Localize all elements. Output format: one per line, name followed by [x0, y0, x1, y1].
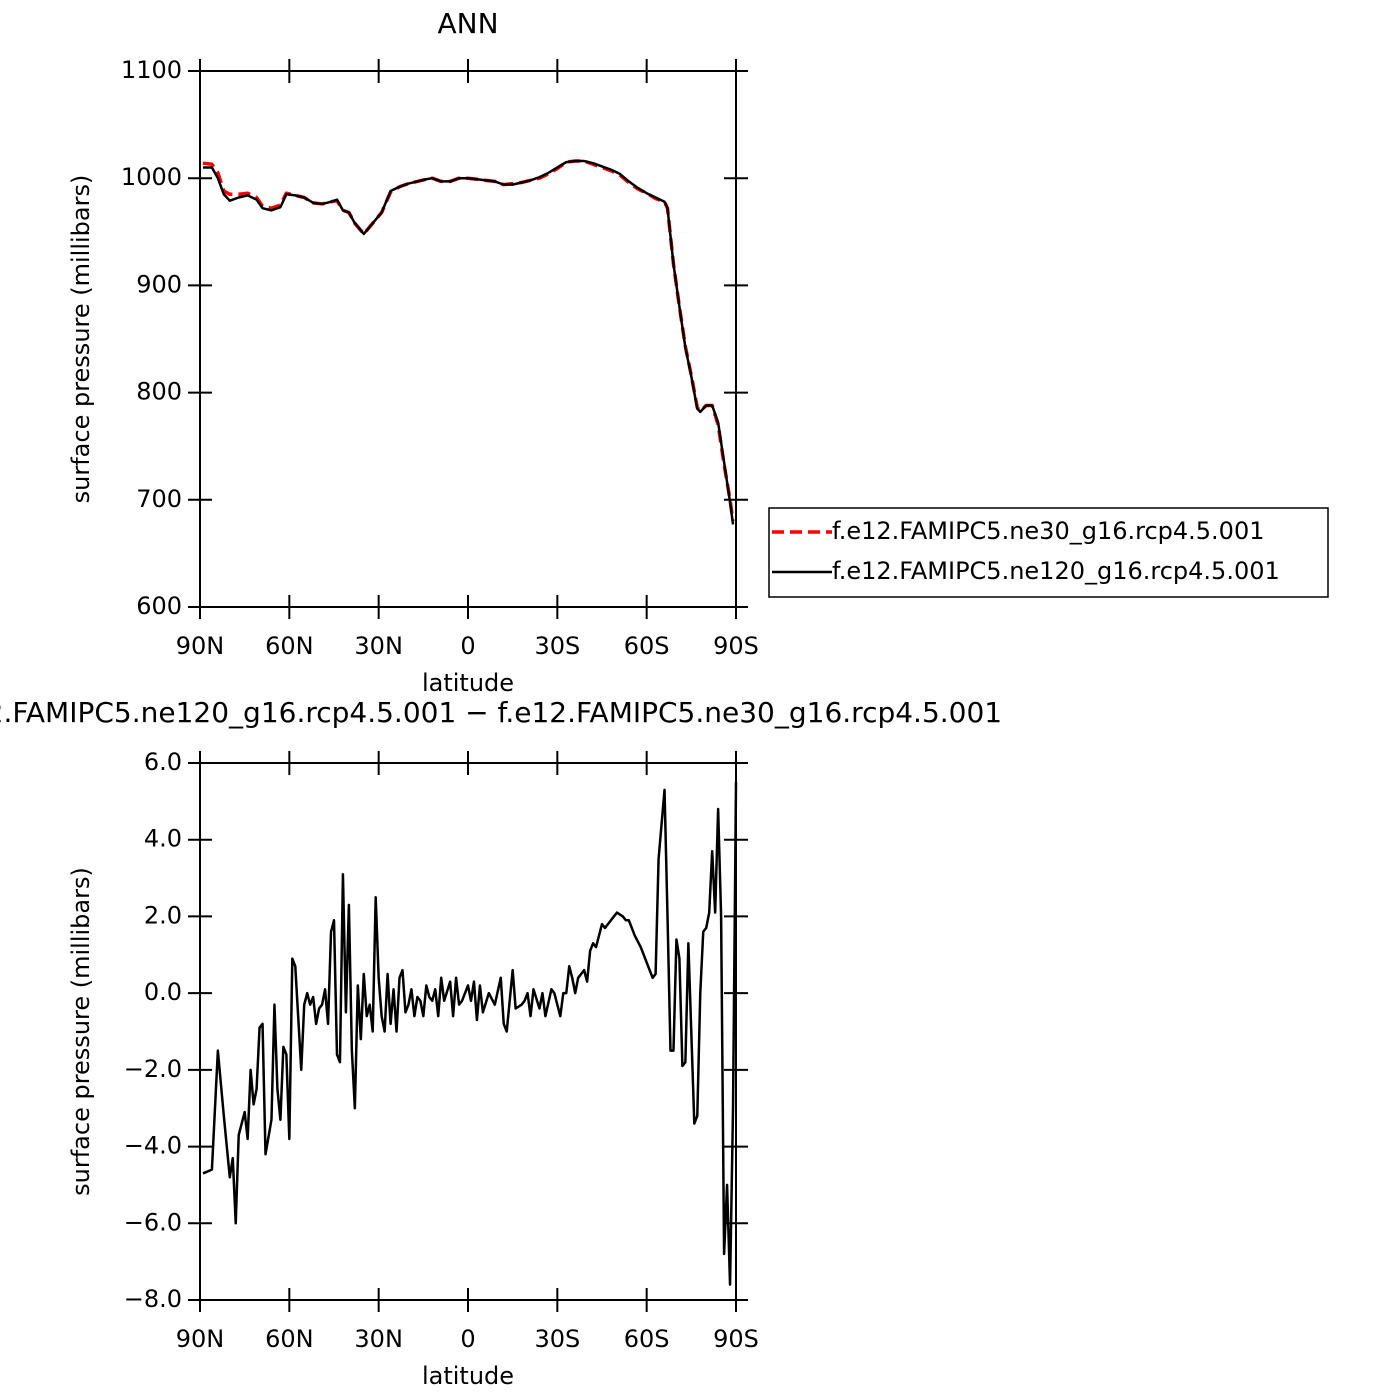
chart-title: ANN	[437, 7, 498, 40]
y-tick-label: −6.0	[124, 1208, 182, 1236]
data-line	[202, 159, 735, 525]
x-tick-label: 0	[460, 1325, 475, 1353]
y-tick-label: 1000	[121, 163, 182, 191]
y-axis-label: surface pressure (millibars)	[67, 867, 95, 1196]
x-tick-label: 90S	[713, 632, 759, 660]
y-tick-label: −2.0	[124, 1055, 182, 1083]
x-tick-label: 90S	[713, 1325, 759, 1353]
y-axis-label: surface pressure (millibars)	[67, 175, 95, 504]
x-axis-label: latitude	[422, 669, 514, 697]
y-tick-label: 2.0	[144, 901, 182, 929]
y-tick-label: 700	[136, 485, 182, 513]
legend-label: f.e12.FAMIPC5.ne120_g16.rcp4.5.001	[832, 557, 1280, 585]
x-tick-label: 90N	[176, 1325, 225, 1353]
x-tick-label: 0	[460, 632, 475, 660]
x-tick-label: 90N	[176, 632, 225, 660]
y-tick-label: 600	[136, 592, 182, 620]
x-tick-label: 30S	[534, 1325, 580, 1353]
x-axis-label: latitude	[422, 1362, 514, 1390]
data-line	[202, 159, 735, 522]
y-tick-label: −8.0	[124, 1285, 182, 1313]
y-tick-label: −4.0	[124, 1132, 182, 1160]
x-tick-label: 60S	[624, 632, 670, 660]
x-tick-label: 30N	[354, 1325, 403, 1353]
y-tick-label: 800	[136, 378, 182, 406]
y-tick-label: 900	[136, 270, 182, 298]
x-tick-label: 60N	[265, 632, 314, 660]
y-tick-label: 0.0	[144, 978, 182, 1006]
chart-title: f.e12.FAMIPC5.ne120_g16.rcp4.5.001 − f.e…	[0, 696, 1002, 729]
plot-frame	[199, 70, 737, 608]
x-tick-label: 60N	[265, 1325, 314, 1353]
plot-frame	[199, 762, 737, 1301]
data-line	[202, 782, 738, 1286]
y-tick-label: 6.0	[144, 748, 182, 776]
x-tick-label: 30N	[354, 632, 403, 660]
y-tick-label: 1100	[121, 56, 182, 84]
legend-box	[768, 507, 1329, 598]
x-tick-label: 60S	[624, 1325, 670, 1353]
x-tick-label: 30S	[534, 632, 580, 660]
legend-label: f.e12.FAMIPC5.ne30_g16.rcp4.5.001	[832, 517, 1265, 545]
y-tick-label: 4.0	[144, 825, 182, 853]
